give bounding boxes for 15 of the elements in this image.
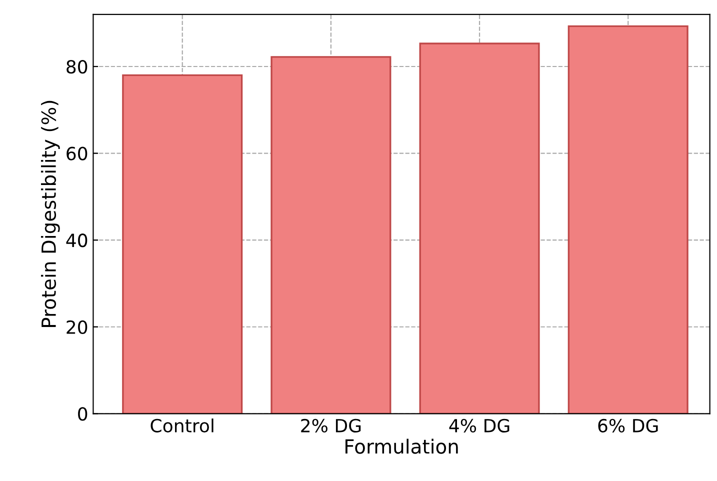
x-tick-label: 6% DG	[598, 418, 658, 432]
bar	[270, 56, 392, 414]
y-tick-label: 0	[78, 407, 88, 421]
bar	[568, 25, 688, 414]
y-tick-label: 20	[66, 320, 88, 334]
x-tick-label: Control	[150, 418, 214, 432]
x-axis-title: Formulation	[346, 438, 458, 454]
y-axis-title: Protein Digestibility (%)	[41, 100, 60, 327]
y-tick-label: 60	[66, 146, 88, 160]
y-tick-label: 80	[66, 60, 88, 74]
y-tick-label: 40	[66, 234, 88, 248]
bar	[122, 74, 243, 414]
bar	[419, 42, 540, 414]
x-tick-label: 2% DG	[301, 418, 361, 432]
x-tick-label: 4% DG	[449, 418, 510, 432]
